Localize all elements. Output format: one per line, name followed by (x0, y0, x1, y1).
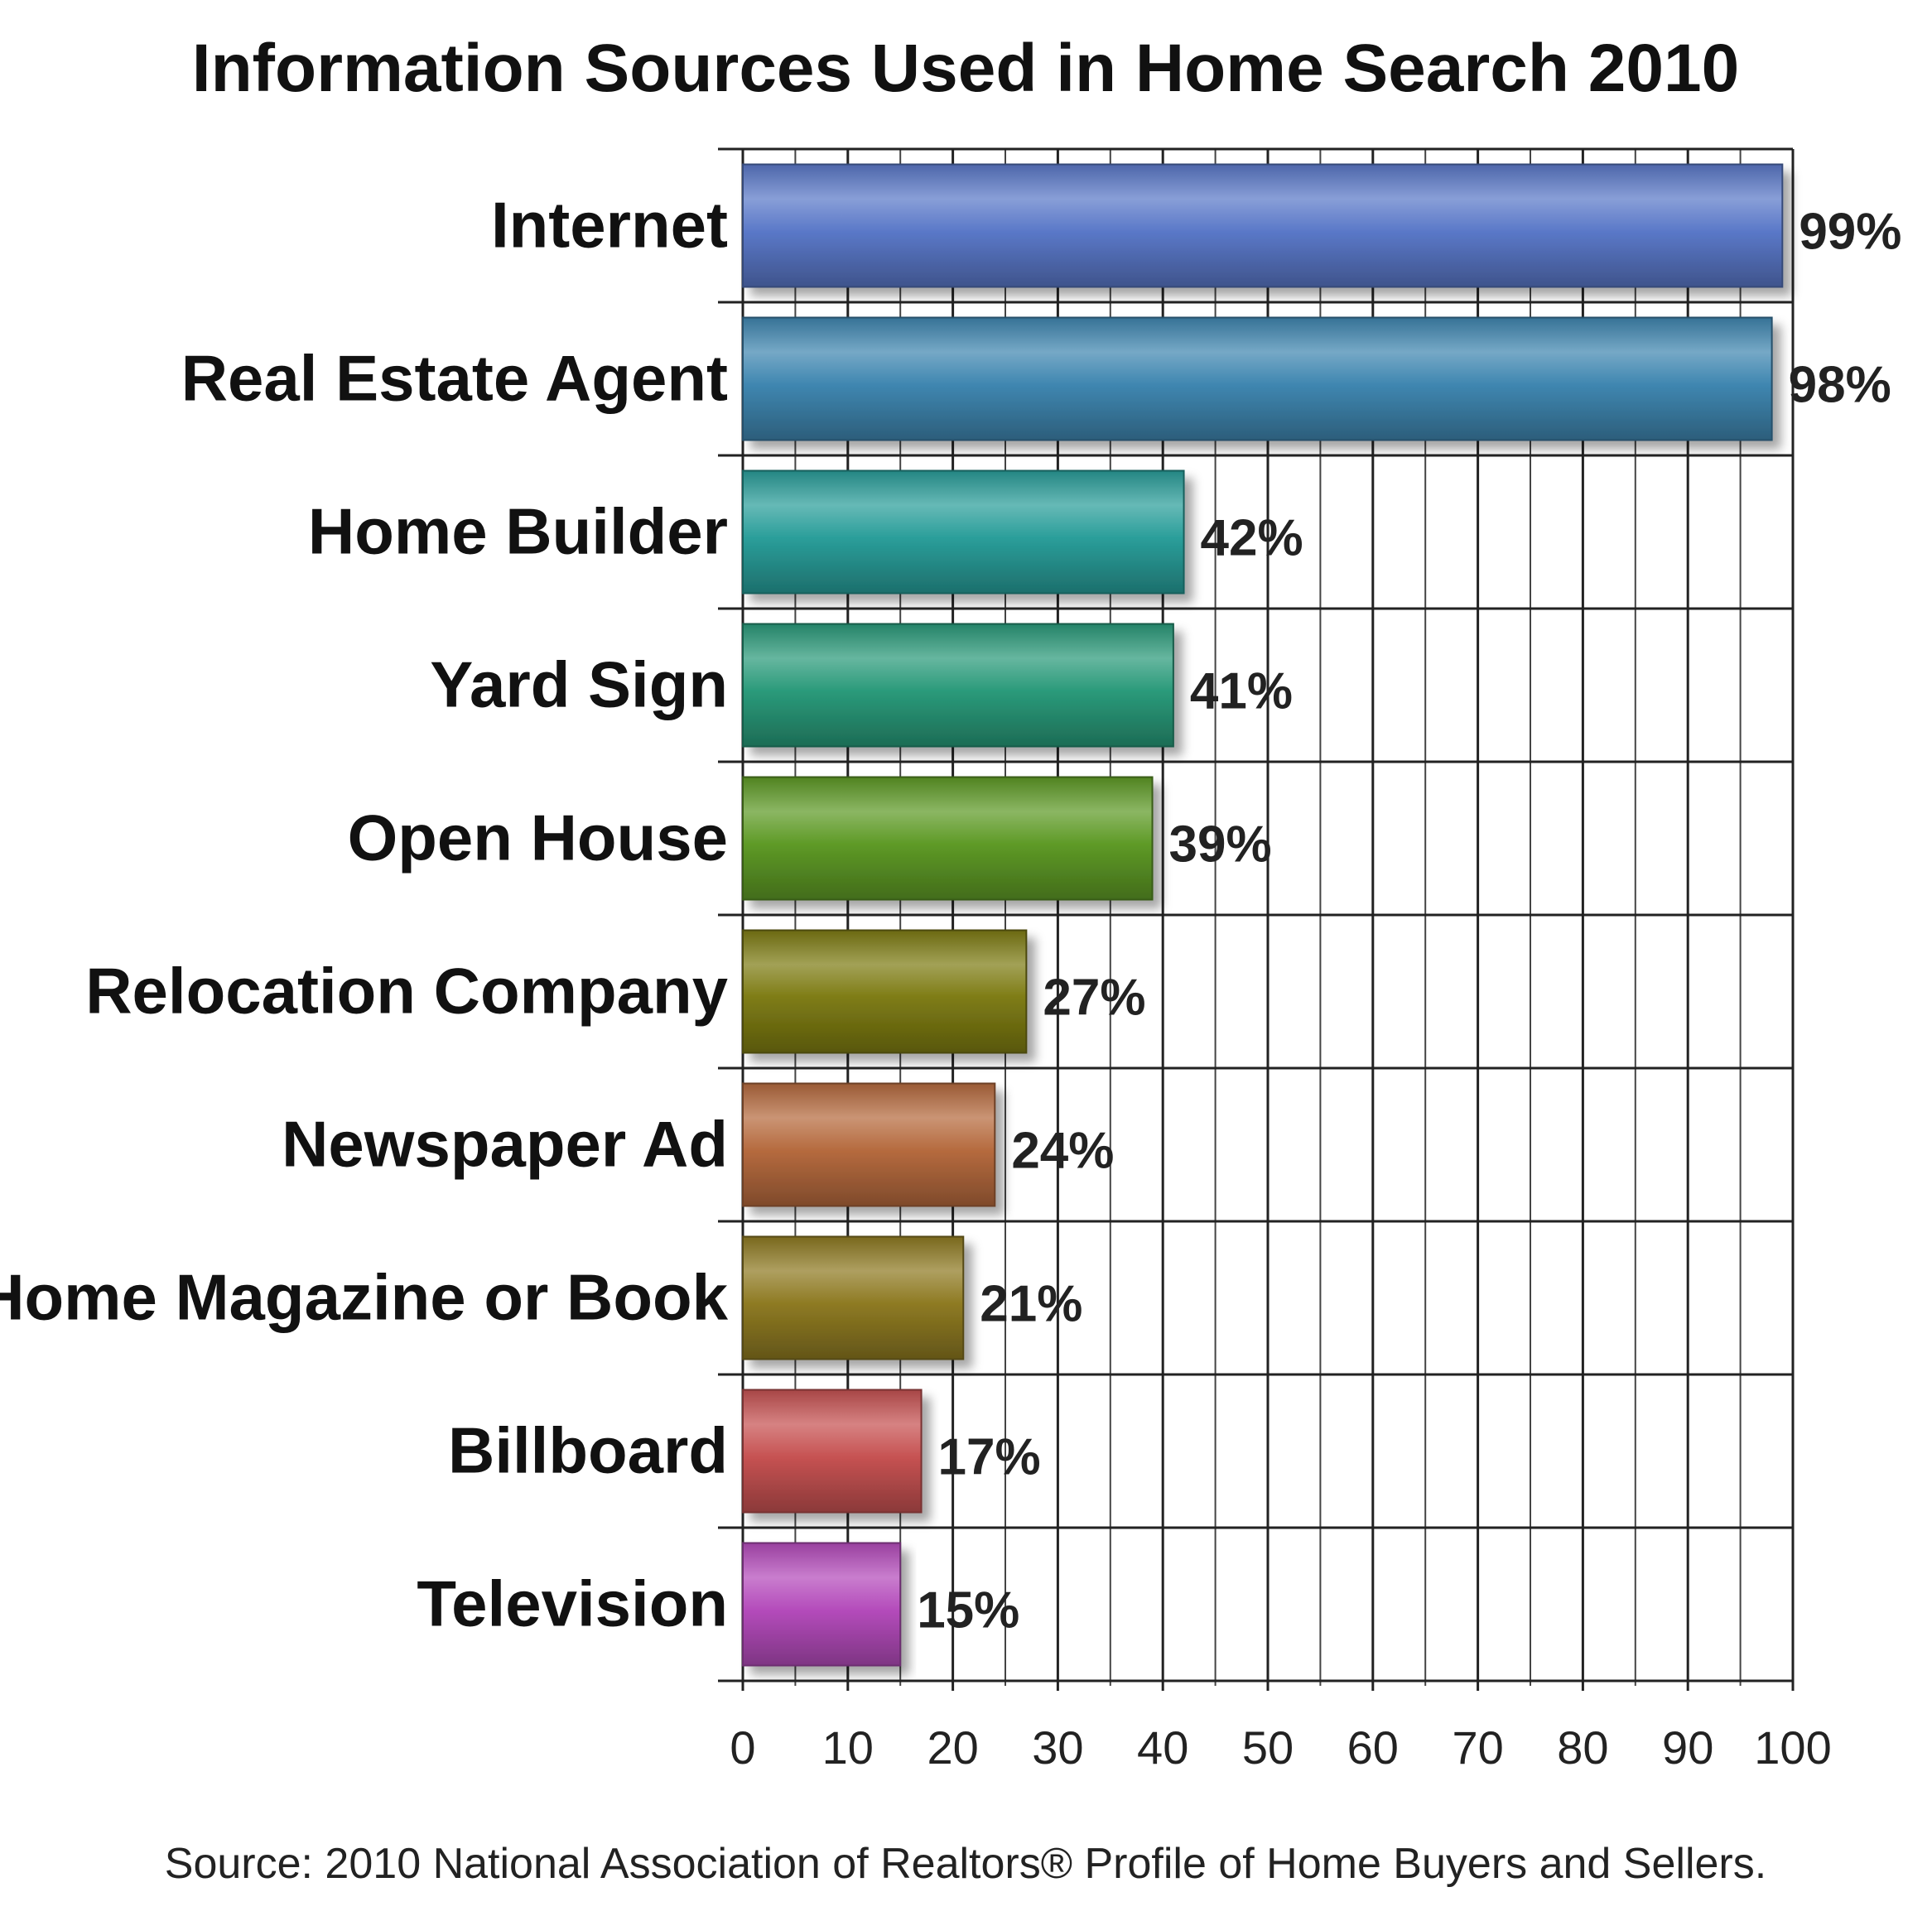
category-labels: Internet Real Estate Agent Home Builder Yar… (0, 189, 729, 1640)
category-label-6: Newspaper Ad (282, 1108, 728, 1181)
bar-1 (742, 316, 1773, 441)
category-label-8: Billboard (448, 1414, 728, 1487)
value-label-0: 99% (1799, 204, 1901, 261)
value-label-2: 42% (1201, 510, 1303, 567)
value-labels: 99% 98% 42% 41% 39% 27% 24% 21% 17% 15% (917, 204, 1901, 1639)
x-tick-label-20: 20 (927, 1721, 978, 1774)
category-label-0: Internet (491, 189, 728, 262)
x-tick-label-70: 70 (1452, 1721, 1503, 1774)
value-label-8: 17% (938, 1429, 1041, 1486)
source-note: Source: 2010 National Association of Rea… (165, 1840, 1766, 1888)
x-tick-label-10: 10 (822, 1721, 874, 1774)
x-tick-label-50: 50 (1242, 1721, 1294, 1774)
bar-7 (742, 1235, 965, 1360)
value-label-6: 24% (1011, 1123, 1114, 1180)
x-tick-label-40: 40 (1137, 1721, 1188, 1774)
bar-5 (742, 929, 1028, 1054)
bar-3 (742, 623, 1174, 748)
value-label-5: 27% (1043, 970, 1145, 1027)
bar-9 (742, 1542, 902, 1667)
chart-title: Information Sources Used in Home Search … (192, 31, 1739, 106)
value-label-4: 39% (1169, 816, 1272, 874)
value-label-9: 15% (917, 1582, 1019, 1639)
value-label-3: 41% (1190, 663, 1293, 720)
x-axis-ticks: 0 10 20 30 40 50 60 70 80 90 100 (730, 1721, 1831, 1774)
x-tick-label-60: 60 (1347, 1721, 1399, 1774)
bars (742, 163, 1784, 1667)
bar-8 (742, 1389, 923, 1514)
category-label-3: Yard Sign (430, 648, 728, 721)
value-label-7: 21% (980, 1276, 1082, 1333)
category-label-1: Real Estate Agent (181, 342, 728, 415)
x-tick-label-100: 100 (1754, 1721, 1831, 1774)
x-tick-label-90: 90 (1662, 1721, 1713, 1774)
category-label-7: Home Magazine or Book (0, 1261, 729, 1334)
category-label-5: Relocation Company (85, 955, 728, 1028)
x-tick-label-0: 0 (730, 1721, 755, 1774)
x-tick-label-80: 80 (1557, 1721, 1608, 1774)
value-label-1: 98% (1789, 357, 1891, 414)
category-label-4: Open House (348, 802, 728, 874)
category-label-2: Home Builder (308, 495, 728, 568)
category-label-9: Television (417, 1567, 728, 1640)
bar-0 (742, 163, 1784, 288)
bar-6 (742, 1082, 996, 1207)
bar-2 (742, 469, 1185, 595)
x-tick-label-30: 30 (1032, 1721, 1083, 1774)
bar-4 (742, 776, 1154, 901)
